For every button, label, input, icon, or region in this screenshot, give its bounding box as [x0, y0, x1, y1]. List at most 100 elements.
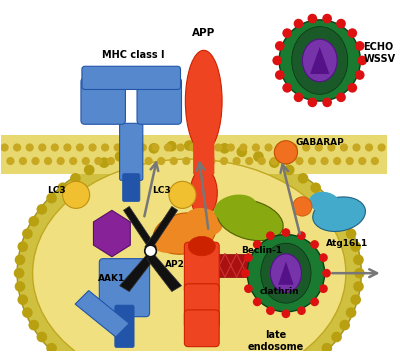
Text: MHC class I: MHC class I	[102, 50, 164, 60]
Polygon shape	[75, 291, 129, 337]
Circle shape	[131, 146, 142, 157]
Circle shape	[89, 144, 96, 151]
Circle shape	[145, 245, 156, 257]
Circle shape	[102, 144, 108, 151]
Circle shape	[354, 268, 365, 279]
Circle shape	[202, 144, 209, 151]
FancyBboxPatch shape	[82, 66, 180, 90]
Circle shape	[202, 141, 212, 151]
Circle shape	[64, 144, 71, 151]
Circle shape	[359, 158, 366, 164]
Circle shape	[28, 320, 39, 330]
Circle shape	[177, 144, 184, 151]
Circle shape	[46, 193, 57, 203]
Polygon shape	[278, 262, 294, 285]
Circle shape	[303, 144, 310, 151]
Ellipse shape	[185, 208, 223, 236]
Ellipse shape	[313, 197, 366, 232]
Text: LC3: LC3	[152, 185, 170, 194]
Ellipse shape	[185, 50, 222, 152]
FancyBboxPatch shape	[81, 78, 126, 124]
Circle shape	[331, 332, 342, 342]
Circle shape	[58, 183, 68, 193]
Circle shape	[336, 19, 346, 28]
FancyBboxPatch shape	[184, 284, 219, 328]
Circle shape	[36, 332, 47, 342]
Ellipse shape	[152, 233, 182, 253]
Polygon shape	[120, 255, 154, 291]
Circle shape	[322, 97, 332, 107]
Text: GABARAP: GABARAP	[295, 138, 344, 147]
Circle shape	[279, 20, 360, 101]
Circle shape	[28, 216, 39, 227]
Circle shape	[246, 158, 252, 164]
Circle shape	[293, 197, 312, 216]
Circle shape	[310, 183, 321, 193]
Circle shape	[84, 165, 94, 175]
Text: AAK1: AAK1	[98, 274, 126, 282]
Ellipse shape	[190, 169, 217, 217]
Circle shape	[294, 19, 303, 28]
Circle shape	[378, 144, 385, 151]
Circle shape	[366, 144, 372, 151]
Circle shape	[1, 144, 8, 151]
Circle shape	[247, 234, 324, 312]
Ellipse shape	[261, 243, 311, 303]
Polygon shape	[124, 207, 156, 251]
Circle shape	[253, 297, 262, 306]
Circle shape	[310, 240, 319, 249]
Circle shape	[350, 241, 361, 252]
Text: clathrin: clathrin	[260, 287, 299, 296]
Circle shape	[339, 320, 350, 330]
Circle shape	[115, 151, 125, 162]
Circle shape	[36, 204, 47, 215]
Ellipse shape	[188, 236, 215, 256]
Circle shape	[322, 14, 332, 23]
Circle shape	[108, 158, 114, 164]
Circle shape	[353, 144, 360, 151]
Circle shape	[208, 158, 215, 164]
Circle shape	[39, 144, 46, 151]
Circle shape	[265, 144, 272, 151]
Text: APP: APP	[192, 28, 215, 38]
Circle shape	[275, 41, 285, 51]
Circle shape	[52, 144, 58, 151]
Circle shape	[196, 158, 202, 164]
Circle shape	[183, 158, 190, 164]
Circle shape	[166, 141, 177, 151]
Circle shape	[355, 41, 364, 51]
Circle shape	[328, 144, 335, 151]
Circle shape	[82, 158, 89, 164]
Ellipse shape	[292, 26, 348, 94]
Text: Atg16L1: Atg16L1	[326, 239, 368, 248]
Circle shape	[296, 158, 303, 164]
Circle shape	[170, 158, 177, 164]
Circle shape	[346, 228, 356, 239]
Circle shape	[20, 158, 26, 164]
Circle shape	[336, 92, 346, 102]
Circle shape	[284, 158, 290, 164]
Circle shape	[353, 255, 364, 265]
Circle shape	[372, 158, 378, 164]
Circle shape	[308, 14, 317, 23]
Circle shape	[184, 140, 194, 151]
Circle shape	[18, 241, 28, 252]
Circle shape	[290, 144, 297, 151]
Bar	[213, 254, 315, 277]
Circle shape	[169, 181, 196, 208]
Circle shape	[145, 158, 152, 164]
Circle shape	[298, 173, 308, 184]
Circle shape	[319, 284, 328, 293]
Circle shape	[18, 294, 28, 305]
Circle shape	[140, 144, 146, 151]
Circle shape	[120, 158, 127, 164]
Circle shape	[297, 306, 306, 315]
Circle shape	[45, 158, 52, 164]
Circle shape	[275, 70, 285, 80]
Circle shape	[358, 55, 367, 65]
FancyBboxPatch shape	[120, 123, 143, 180]
Circle shape	[14, 144, 20, 151]
Circle shape	[316, 144, 322, 151]
FancyBboxPatch shape	[122, 174, 140, 202]
Circle shape	[322, 269, 331, 277]
